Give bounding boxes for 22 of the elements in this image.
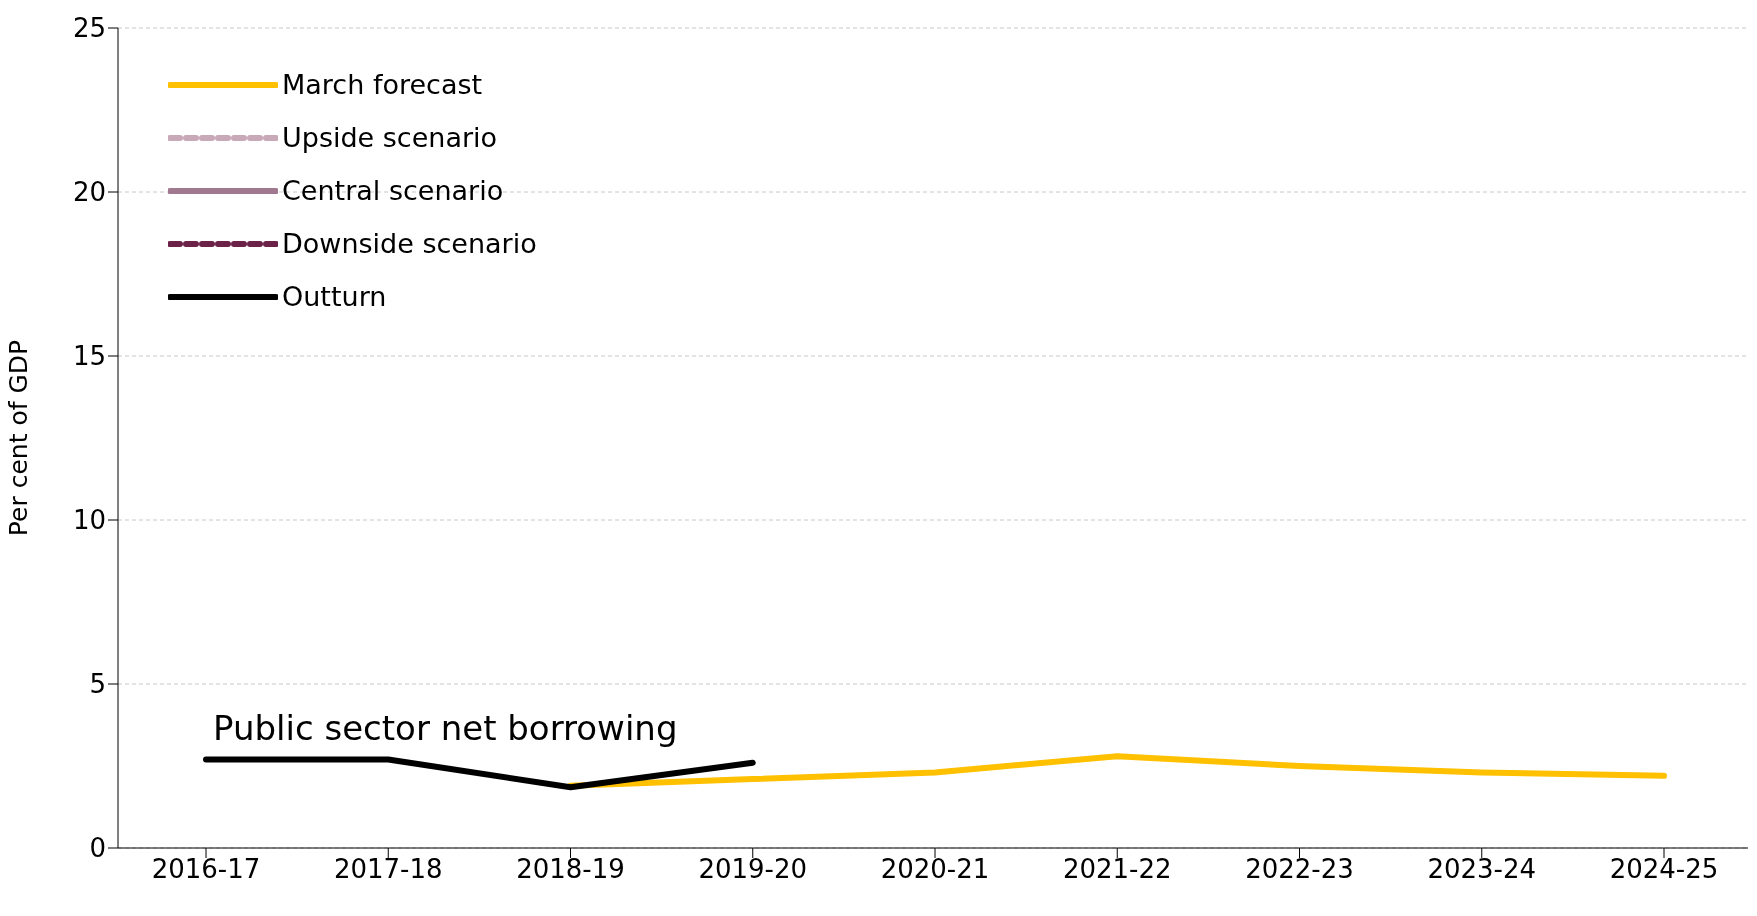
x-tick-label: 2016-17 (151, 854, 261, 885)
y-tick-label: 20 (72, 177, 106, 208)
y-tick-label: 25 (72, 13, 106, 44)
x-tick-label: 2022-23 (1245, 854, 1354, 885)
legend-label: Upside scenario (282, 122, 498, 153)
x-tick-label: 2018-19 (516, 854, 625, 885)
y-axis-title: Per cent of GDP (3, 339, 33, 537)
y-tick-label: 0 (89, 833, 106, 864)
y-tick-label: 10 (72, 505, 106, 536)
x-tick-label: 2019-20 (698, 854, 808, 885)
x-tick-label: 2023-24 (1427, 854, 1537, 885)
y-tick-label: 5 (89, 669, 106, 700)
x-tick-label: 2020-21 (880, 854, 990, 885)
x-tick-label: 2021-22 (1062, 854, 1172, 885)
y-tick-label: 15 (72, 341, 106, 372)
x-tick-label: 2024-25 (1609, 854, 1719, 885)
annotation: Public sector net borrowing (213, 708, 678, 748)
legend-label: Downside scenario (282, 228, 537, 259)
legend-label: March forecast (282, 69, 483, 100)
legend-label: Central scenario (282, 175, 504, 206)
x-tick-label: 2017-18 (333, 854, 443, 885)
legend-label: Outturn (282, 281, 387, 312)
